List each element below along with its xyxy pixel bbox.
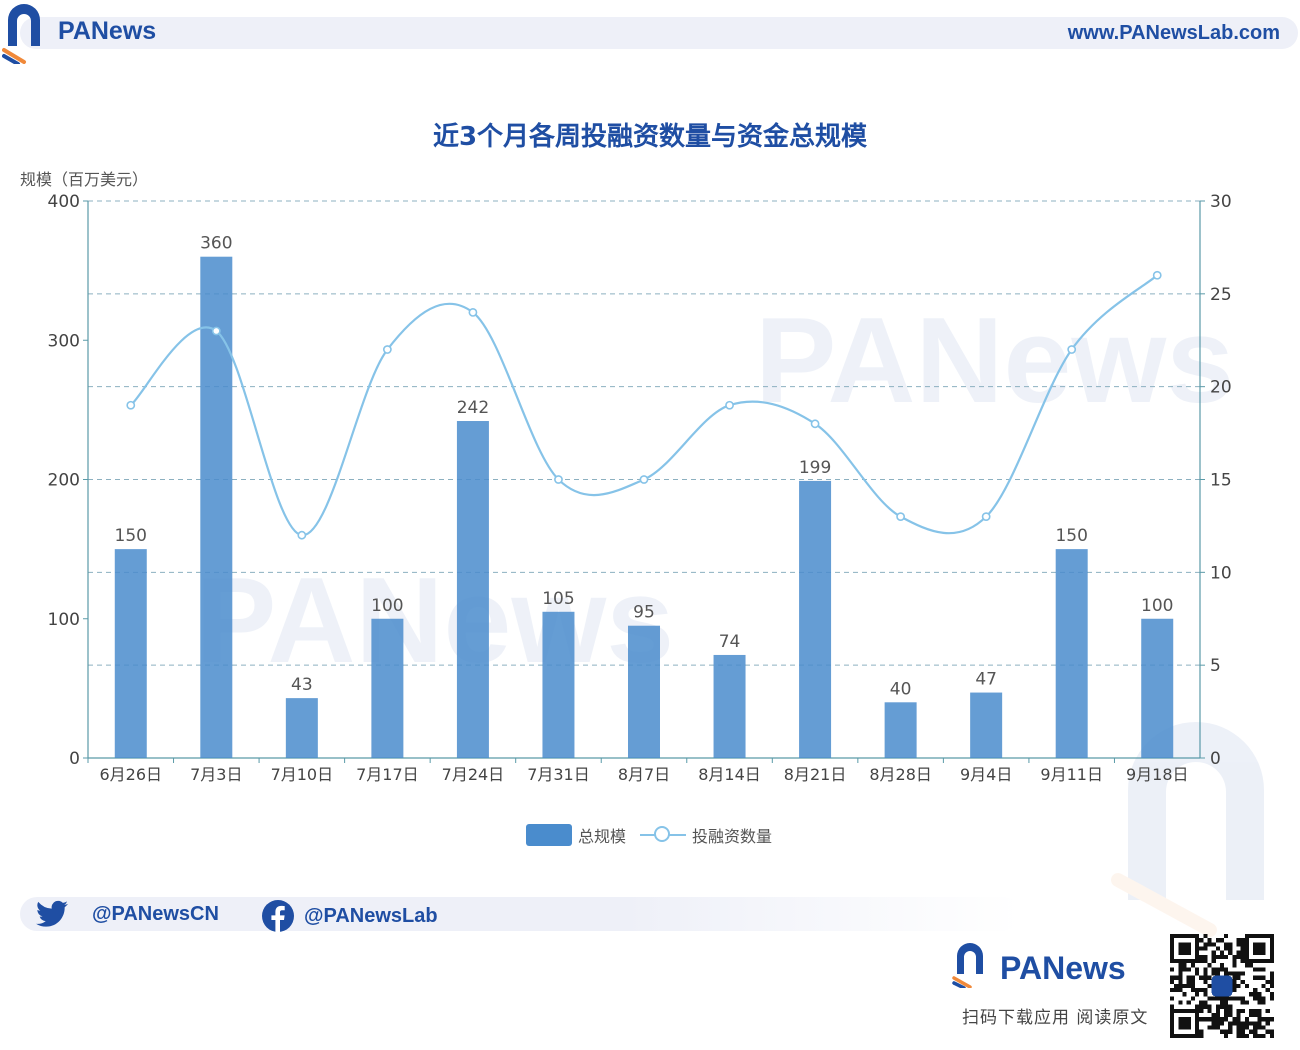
- line-point: [297, 530, 307, 540]
- facebook-icon: [262, 900, 294, 932]
- bar: [1055, 549, 1088, 758]
- x-tick-label: 7月10日: [271, 765, 334, 784]
- line-point: [468, 307, 478, 317]
- facebook-handle: @PANewsLab: [304, 904, 438, 927]
- line-point: [1067, 345, 1077, 354]
- watermark-logo-right: PANews: [755, 292, 1234, 428]
- y-left-tick-label: 200: [48, 471, 80, 491]
- site-url-link[interactable]: www.PANewsLab.com: [1067, 22, 1280, 44]
- line-point: [810, 419, 820, 429]
- bar-value-label: 100: [371, 596, 403, 616]
- legend-line-swatch: [640, 824, 687, 846]
- y-left-tick-label: 400: [48, 192, 80, 212]
- bar-value-label: 100: [1141, 596, 1173, 616]
- footer-logo-text: PANews: [1000, 950, 1126, 986]
- legend-bar-swatch: [526, 824, 572, 846]
- x-tick-label: 8月14日: [698, 765, 761, 784]
- line-point: [554, 475, 563, 484]
- watermark-mark-corner: [1111, 722, 1264, 937]
- line-point: [1152, 270, 1162, 280]
- footer-logo-icon: [952, 943, 983, 988]
- footer-caption: 扫码下载应用 阅读原文: [962, 1008, 1149, 1028]
- x-tick-label: 6月26日: [99, 765, 162, 784]
- legend-label-total: 总规模: [578, 827, 627, 846]
- x-tick-label: 9月11日: [1040, 765, 1103, 784]
- x-tick-label: 7月3日: [190, 765, 242, 784]
- bar: [884, 702, 917, 758]
- legend-label-count: 投融资数量: [692, 827, 773, 846]
- y-right-tick-label: 20: [1210, 378, 1232, 398]
- y-right-tick-label: 10: [1210, 563, 1232, 583]
- panews-logo-icon: [2, 4, 40, 64]
- bar: [970, 692, 1003, 758]
- bar-value-label: 74: [719, 632, 741, 652]
- x-tick-label: 8月7日: [618, 765, 670, 784]
- line-point: [126, 400, 136, 410]
- y-right-tick-label: 25: [1210, 285, 1232, 305]
- twitter-handle: @PANewsCN: [92, 902, 219, 925]
- line-point: [896, 512, 906, 522]
- bar: [456, 421, 489, 758]
- bar-value-label: 150: [115, 526, 147, 546]
- x-tick-label: 9月4日: [960, 765, 1012, 784]
- x-tick-label: 8月21日: [784, 765, 847, 784]
- qr-code-icon[interactable]: [1170, 934, 1274, 1038]
- x-tick-label: 7月24日: [442, 765, 505, 784]
- line-series-path: [130, 274, 1158, 537]
- line-point: [725, 400, 734, 410]
- bar-value-label: 242: [457, 398, 489, 418]
- y-right-tick-label: 15: [1210, 471, 1232, 491]
- bar-value-label: 47: [975, 670, 997, 690]
- bar: [799, 480, 832, 758]
- bar-value-label: 150: [1055, 526, 1087, 546]
- line-point: [981, 512, 991, 522]
- y-axis-left-title: 规模（百万美元）: [20, 170, 149, 189]
- bar: [713, 654, 746, 758]
- y-left-tick-label: 300: [48, 331, 80, 351]
- line-point: [639, 475, 649, 484]
- y-right-tick-label: 5: [1210, 656, 1221, 676]
- chart-title: 近3个月各周投融资数量与资金总规模: [432, 122, 868, 152]
- bar: [542, 611, 575, 758]
- bar: [200, 256, 233, 758]
- bar-value-label: 199: [799, 458, 831, 478]
- chart-legend: 总规模 投融资数量: [526, 822, 772, 848]
- bar: [371, 618, 404, 758]
- twitter-bird-icon: [36, 900, 68, 927]
- bar-value-label: 360: [200, 234, 232, 254]
- bar-value-label: 95: [633, 603, 655, 623]
- y-left-tick-label: 0: [69, 749, 80, 769]
- bar: [285, 698, 318, 758]
- bar: [1141, 618, 1174, 758]
- x-tick-label: 9月18日: [1126, 765, 1189, 784]
- y-right-tick-label: 30: [1210, 192, 1232, 212]
- bar: [114, 549, 147, 758]
- bar-value-label: 105: [542, 589, 574, 609]
- header-logo-text: PANews: [58, 17, 157, 45]
- x-tick-label: 8月28日: [869, 765, 932, 784]
- bar-value-label: 43: [291, 675, 313, 695]
- y-right-tick-label: 0: [1210, 749, 1221, 769]
- y-left-tick-label: 100: [48, 610, 80, 630]
- line-point: [382, 345, 392, 354]
- header-bar: [20, 17, 1298, 49]
- bar-value-label: 40: [890, 679, 912, 699]
- x-tick-label: 7月31日: [527, 765, 590, 784]
- facebook-link[interactable]: @PANewsLab: [262, 900, 438, 932]
- bar: [628, 625, 660, 758]
- x-tick-label: 7月17日: [356, 765, 419, 784]
- line-point: [211, 326, 221, 336]
- twitter-link[interactable]: @PANewsCN: [36, 900, 219, 928]
- social-bar: [20, 897, 1020, 931]
